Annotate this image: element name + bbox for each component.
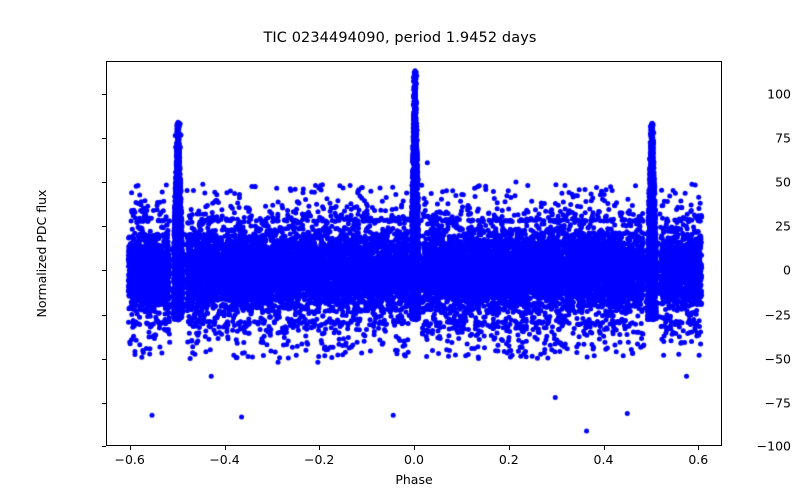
plot-area [106, 61, 722, 446]
x-tick-mark [224, 446, 226, 450]
y-tick-mark [102, 138, 106, 140]
x-tick-mark [508, 446, 510, 450]
y-tick-label: −50 [764, 351, 791, 367]
y-tick-mark [102, 402, 106, 404]
x-tick-mark [414, 446, 416, 450]
y-tick-label: −100 [756, 438, 791, 454]
scatter-plot [107, 62, 721, 445]
y-axis-label: Normalized PDC flux [34, 189, 49, 318]
y-tick-label: 75 [775, 130, 791, 146]
y-tick-mark [102, 94, 106, 96]
x-tick-label: 0.0 [404, 452, 424, 467]
x-tick-label: −0.6 [114, 452, 145, 467]
y-tick-label: 100 [767, 86, 791, 102]
y-tick-label: 0 [783, 262, 791, 278]
x-tick-label: 0.2 [498, 452, 519, 467]
x-tick-label: 0.6 [688, 452, 709, 467]
x-tick-label: −0.2 [304, 452, 335, 467]
x-tick-mark [319, 446, 321, 450]
y-tick-mark [102, 182, 106, 184]
x-axis-label: Phase [395, 472, 433, 487]
y-tick-mark [102, 314, 106, 316]
y-tick-label: −25 [764, 307, 791, 323]
y-tick-label: 25 [775, 218, 791, 234]
x-tick-mark [698, 446, 700, 450]
x-tick-mark [603, 446, 605, 450]
x-tick-label: −0.4 [209, 452, 240, 467]
y-tick-mark [102, 358, 106, 360]
page-title: TIC 0234494090, period 1.9452 days [263, 30, 537, 46]
y-tick-mark [102, 270, 106, 272]
y-tick-mark [102, 226, 106, 228]
y-tick-label: 50 [775, 174, 791, 190]
x-tick-label: 0.4 [593, 452, 614, 467]
y-tick-mark [102, 446, 106, 448]
y-tick-label: −75 [764, 395, 791, 411]
x-tick-mark [129, 446, 131, 450]
